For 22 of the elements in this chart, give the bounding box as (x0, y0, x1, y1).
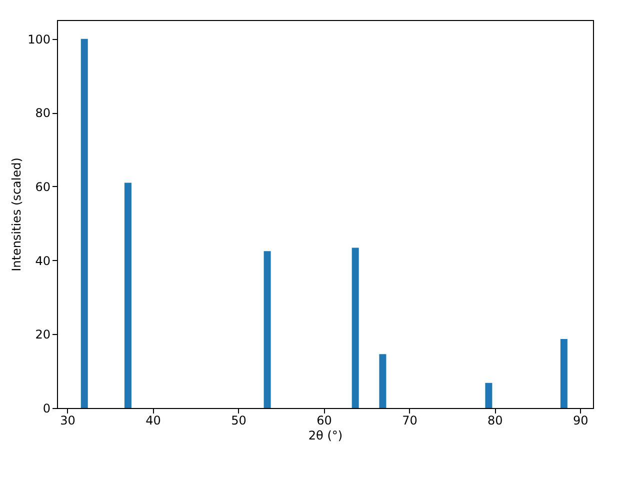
x-tick-label: 80 (488, 414, 503, 428)
y-axis-title: Intensities (scaled) (10, 158, 24, 272)
x-tick-label: 90 (573, 414, 588, 428)
bar (352, 248, 359, 408)
x-tick-label: 50 (231, 414, 246, 428)
y-tick-label: 100 (28, 32, 50, 46)
bar (264, 251, 271, 408)
x-tick-label: 30 (60, 414, 76, 428)
bar (124, 182, 132, 408)
bar (379, 354, 386, 408)
x-tick-label: 70 (402, 414, 418, 428)
x-axis-title: 2θ (°) (308, 428, 343, 442)
bar (80, 38, 88, 408)
y-tick-label: 0 (42, 402, 50, 416)
y-tick-label: 40 (35, 254, 50, 268)
x-tick-label: 40 (146, 414, 161, 428)
y-tick-label: 80 (35, 106, 50, 120)
bar (485, 382, 492, 408)
bar (560, 338, 568, 408)
x-tick-label: 60 (316, 414, 332, 428)
y-tick-label: 20 (35, 328, 50, 342)
y-tick-label: 60 (35, 180, 50, 194)
